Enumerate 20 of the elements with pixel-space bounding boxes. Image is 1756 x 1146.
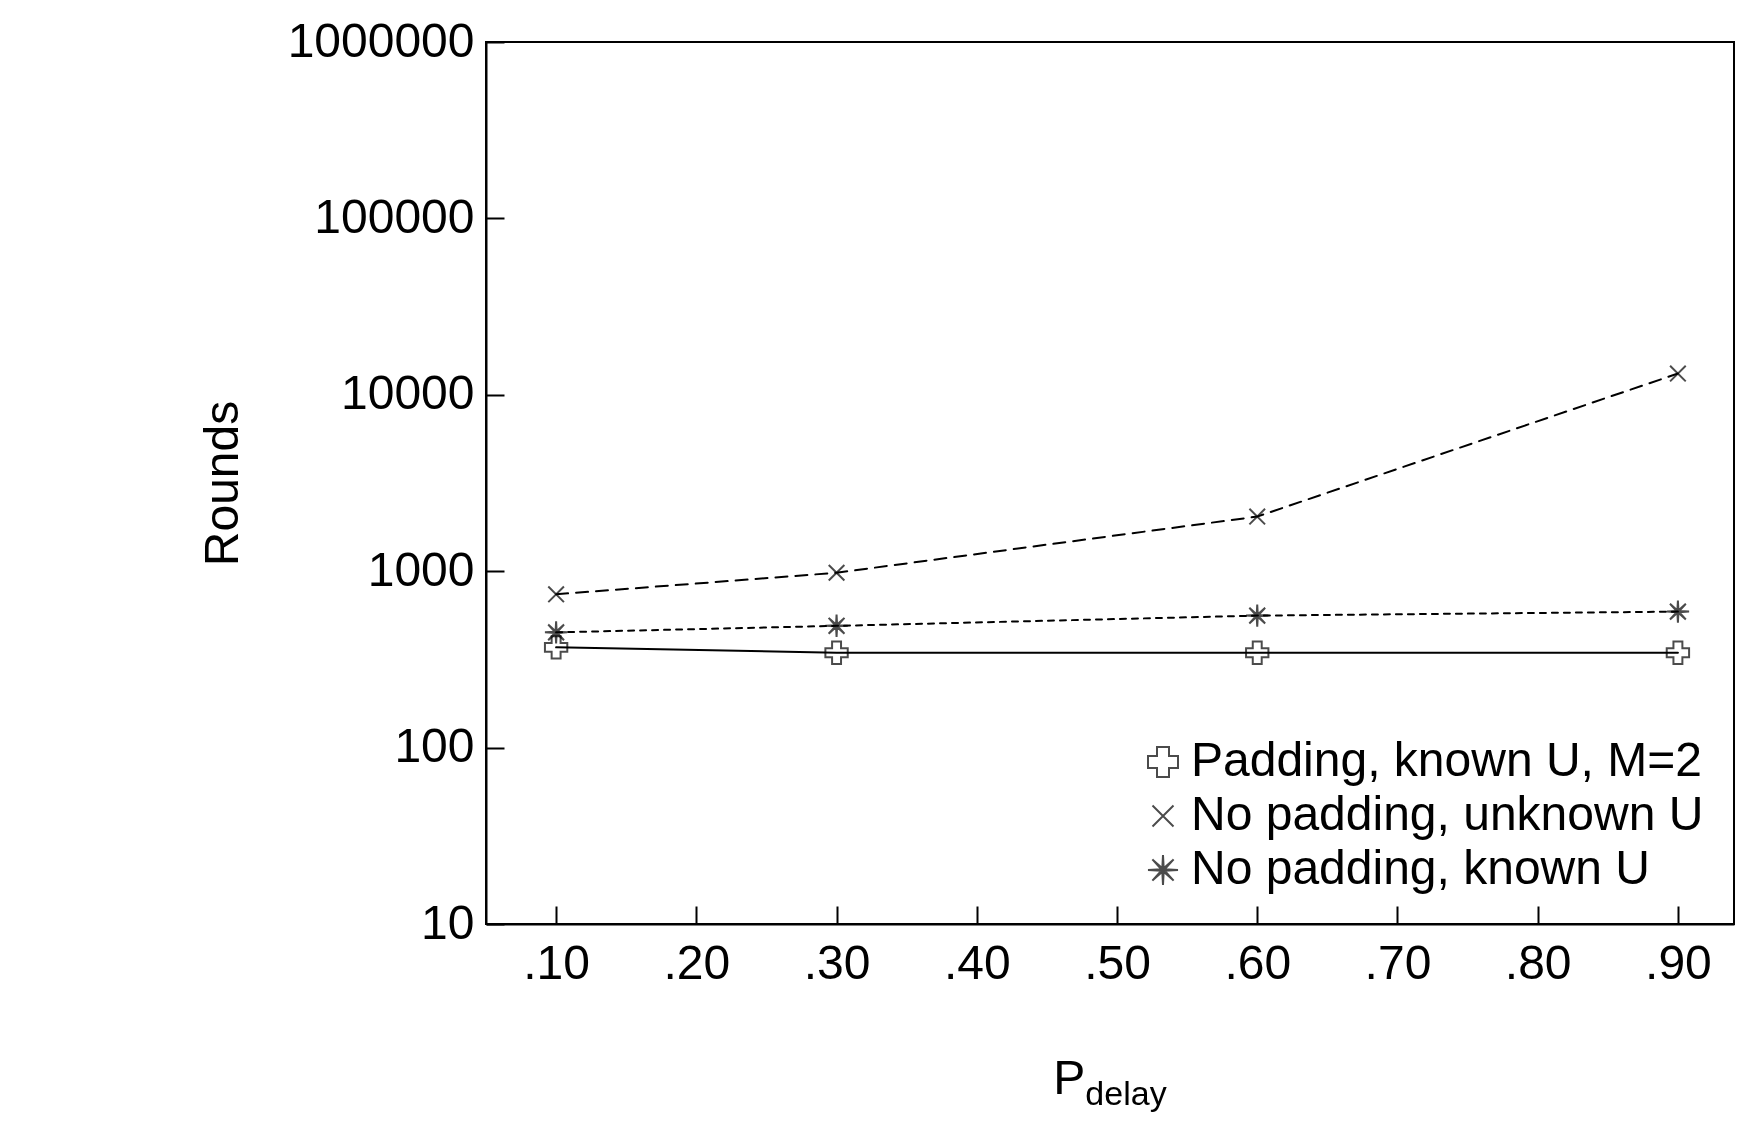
x-tick-label: .10 xyxy=(523,935,590,989)
legend-label: Padding, known U, M=2 xyxy=(1191,733,1702,786)
y-tick-label: 100 xyxy=(394,719,475,773)
y-tick-label: 10000 xyxy=(341,366,475,420)
y-tick-label: 1000000 xyxy=(287,13,475,67)
y-tick-label: 1000 xyxy=(367,542,475,596)
x-tick-label: .40 xyxy=(943,935,1011,989)
x-tick-label: .60 xyxy=(1224,935,1292,989)
x-tick-label: .80 xyxy=(1504,935,1572,989)
y-tick-label: 10 xyxy=(421,895,475,949)
y-axis-title: Rounds xyxy=(194,400,248,567)
x-tick-label: .90 xyxy=(1645,935,1712,989)
legend-label: No padding, unknown U xyxy=(1191,787,1704,840)
x-tick-label: .70 xyxy=(1364,935,1432,989)
x-tick-label: .20 xyxy=(663,935,731,989)
y-tick-label: 100000 xyxy=(314,189,475,243)
legend-label: No padding, known U xyxy=(1191,841,1650,894)
x-tick-label: .50 xyxy=(1084,935,1151,989)
x-tick-label: .30 xyxy=(803,935,871,989)
x-axis-title: P$_{delay}$ xyxy=(1052,1050,1168,1113)
